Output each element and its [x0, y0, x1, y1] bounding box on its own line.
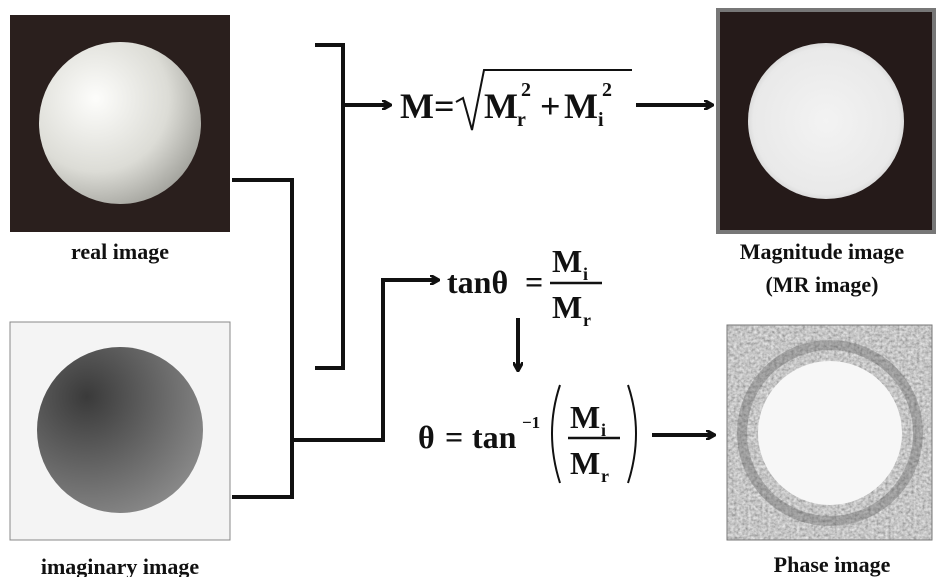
- formula-text: 2: [521, 79, 531, 101]
- magnitude-label: (MR image): [765, 272, 878, 297]
- formula-part: M: [484, 86, 518, 126]
- phase-formula: θ = tan −1 M i M r: [418, 385, 636, 486]
- tangent-formula: tanθ = M i M r: [447, 243, 602, 330]
- formula-text: M: [564, 86, 598, 126]
- imaginary-label: imaginary image: [41, 554, 199, 577]
- formula-text: θ: [418, 419, 435, 455]
- diagram: real image imaginary image Magnitude ima…: [0, 0, 938, 577]
- formula-part: M: [400, 86, 434, 126]
- formula-text: M: [570, 399, 600, 435]
- formula-text: i: [598, 109, 604, 131]
- bracket: [232, 180, 292, 497]
- formula-text: =: [525, 264, 543, 300]
- paren: [628, 385, 636, 483]
- formula-text: tanθ: [447, 264, 508, 300]
- formula-text: i: [583, 264, 588, 284]
- formula-text: M: [570, 445, 600, 481]
- formula-text: M: [552, 289, 582, 325]
- imaginary-image: [10, 322, 230, 540]
- formula-text: M: [484, 86, 518, 126]
- real-image: [10, 15, 230, 232]
- formula-text: M=: [400, 86, 455, 126]
- formula-text: r: [583, 310, 591, 330]
- formula-text: tan: [472, 419, 517, 455]
- magnitude-image: [718, 10, 934, 232]
- real-label: real image: [71, 239, 169, 264]
- magnitude-formula: M= M r 2 + M i 2: [400, 70, 632, 131]
- formula-text: r: [601, 466, 609, 486]
- paren: [552, 385, 560, 483]
- formula-text: +: [540, 86, 561, 126]
- arrow: [292, 280, 438, 440]
- formula-text: M: [552, 243, 582, 279]
- formula-text: 2: [602, 79, 612, 101]
- phase-label: Phase image: [774, 552, 891, 577]
- formula-text: r: [517, 109, 526, 131]
- formula-part: =: [434, 86, 455, 126]
- magnitude-label: Magnitude image: [740, 239, 905, 264]
- formula-text: =: [445, 419, 463, 455]
- phase-image: [727, 325, 932, 540]
- formula-text: −1: [522, 413, 540, 432]
- bracket: [315, 45, 343, 368]
